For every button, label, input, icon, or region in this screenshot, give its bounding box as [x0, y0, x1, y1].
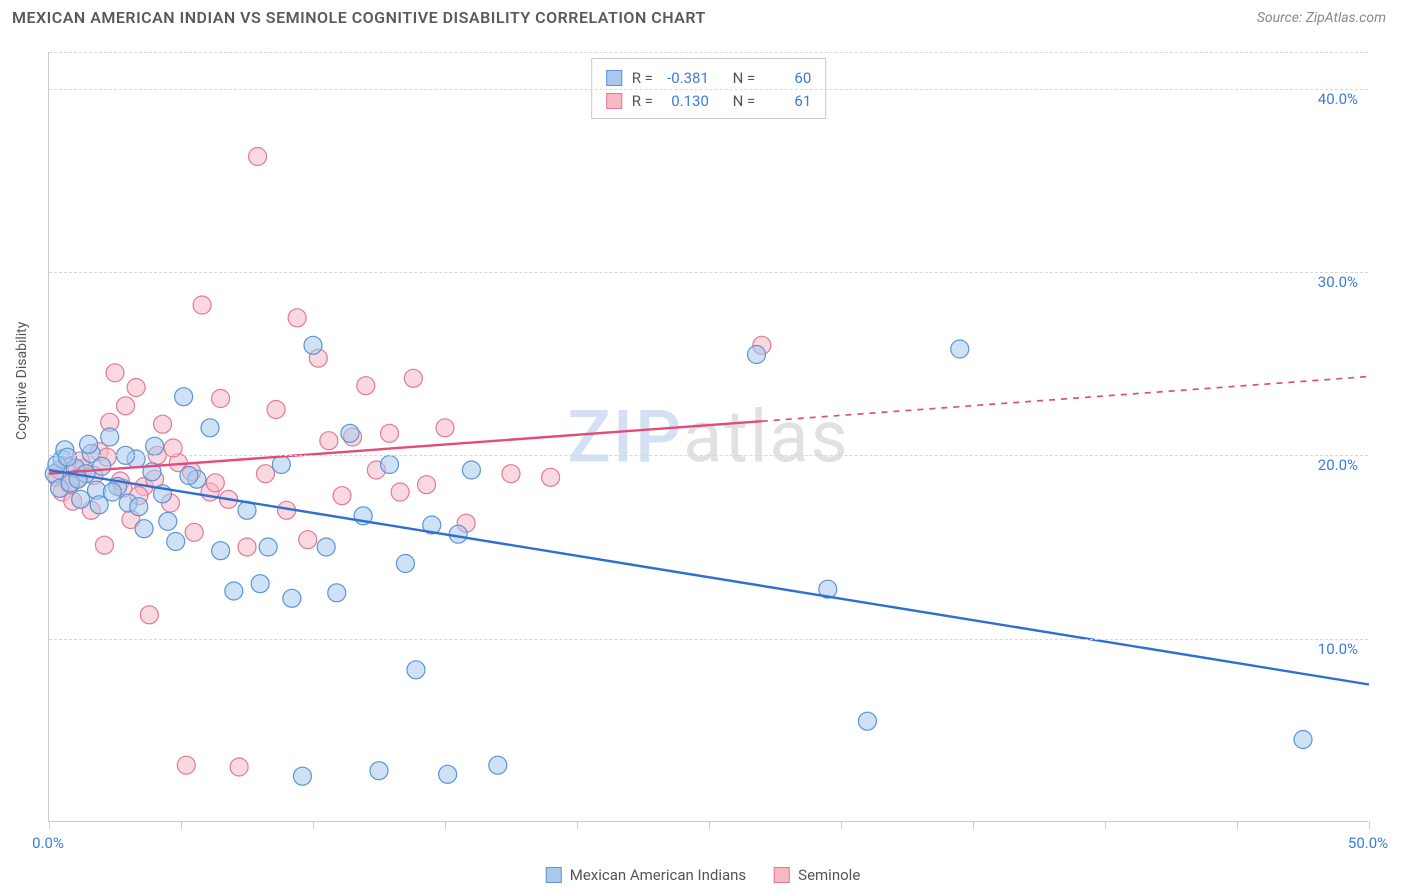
legend-swatch-blue-icon	[546, 867, 562, 883]
y-axis-label: Cognitive Disability	[14, 322, 30, 440]
scatter-svg	[49, 52, 1368, 821]
y-tick-label: 30.0%	[1318, 273, 1358, 291]
swatch-pink-icon	[606, 93, 622, 109]
legend-label-pink: Seminole	[798, 866, 860, 884]
y-tick-label: 20.0%	[1318, 456, 1358, 474]
r-label: R =	[632, 90, 653, 113]
legend-swatch-pink-icon	[774, 867, 790, 883]
chart-plot-area: ZIPatlas R = -0.381 N = 60 R = 0.130 N =…	[48, 52, 1368, 822]
x-tick-label: 50.0%	[1348, 834, 1388, 852]
legend-item-pink: Seminole	[774, 866, 860, 884]
bottom-legend: Mexican American Indians Seminole	[546, 866, 861, 884]
chart-title: MEXICAN AMERICAN INDIAN VS SEMINOLE COGN…	[12, 8, 706, 27]
y-tick-label: 10.0%	[1318, 640, 1358, 658]
swatch-blue-icon	[606, 70, 622, 86]
stats-row-pink: R = 0.130 N = 61	[606, 90, 812, 113]
r-value-pink: 0.130	[663, 90, 709, 113]
n-value-pink: 61	[765, 90, 811, 113]
x-tick-label: 0.0%	[32, 834, 64, 852]
legend-label-blue: Mexican American Indians	[570, 866, 746, 884]
n-label: N =	[733, 90, 756, 113]
y-tick-label: 40.0%	[1318, 90, 1358, 108]
source-label: Source: ZipAtlas.com	[1257, 10, 1386, 26]
legend-item-blue: Mexican American Indians	[546, 866, 746, 884]
n-value-blue: 60	[765, 67, 811, 90]
r-value-blue: -0.381	[663, 67, 709, 90]
n-label: N =	[733, 67, 756, 90]
r-label: R =	[632, 67, 653, 90]
stats-row-blue: R = -0.381 N = 60	[606, 67, 812, 90]
